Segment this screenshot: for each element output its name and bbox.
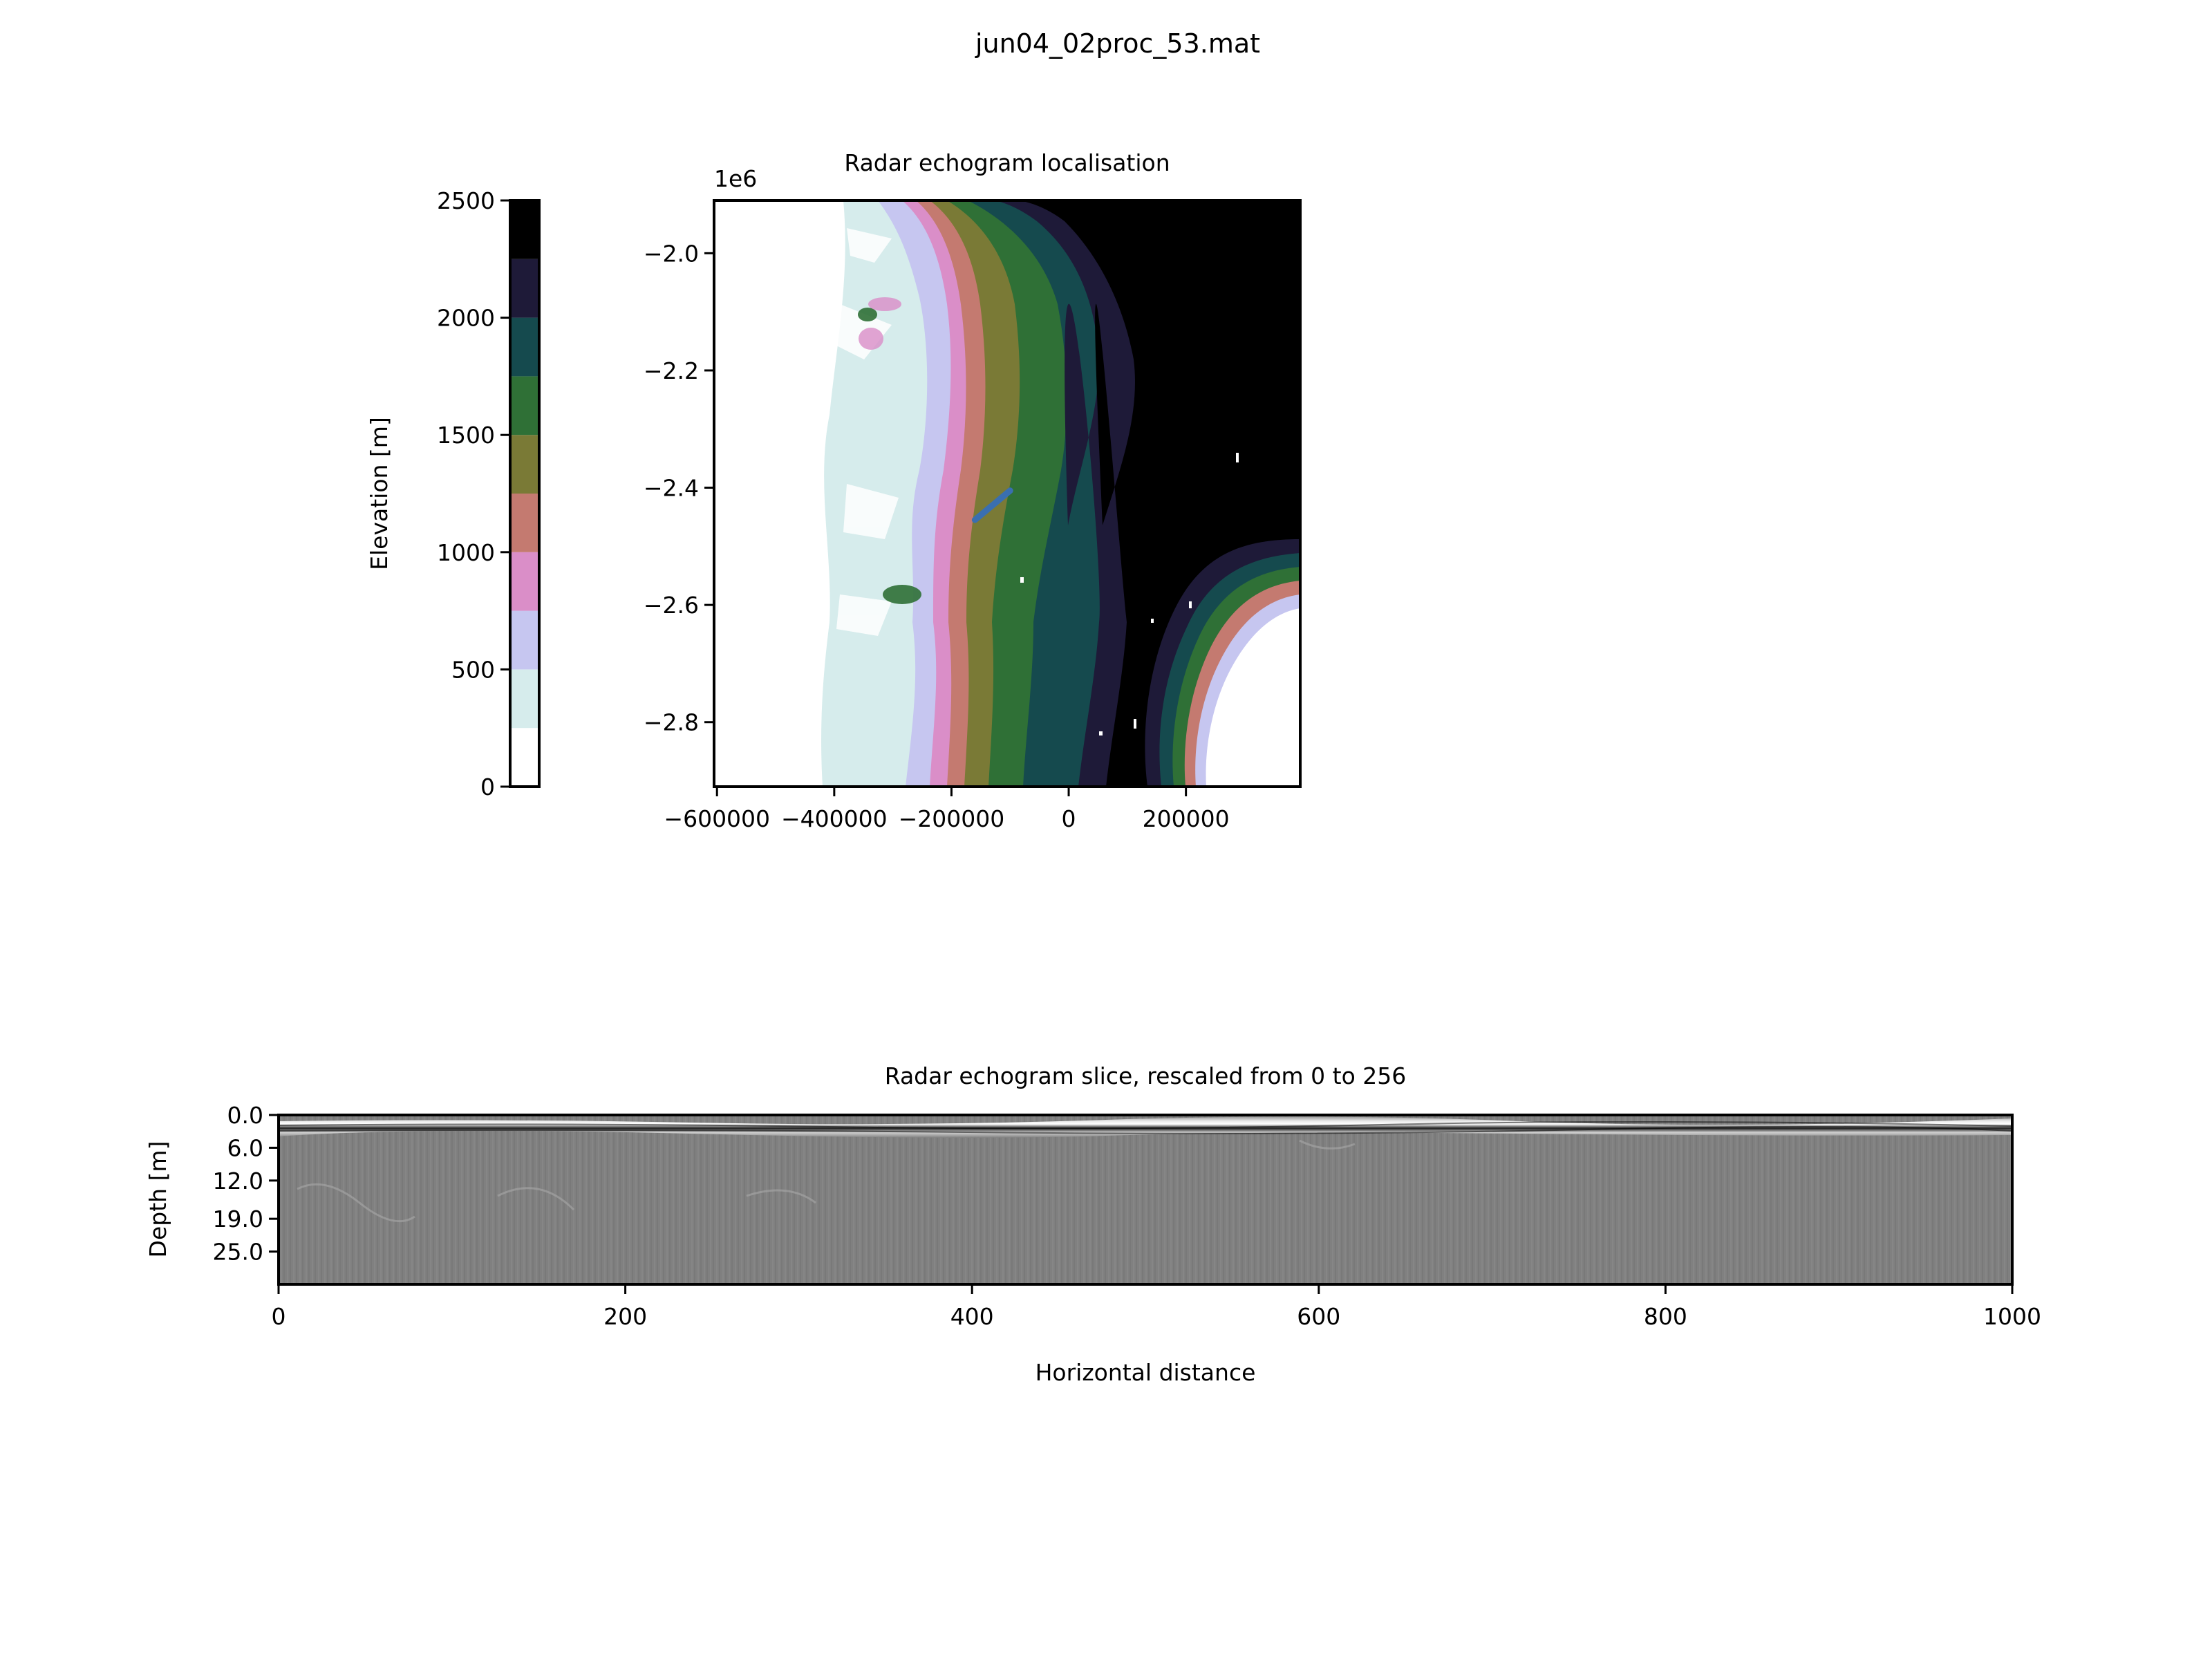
colorbar-level-1 [510, 669, 539, 729]
colorbar-tick-label: 0 [480, 774, 495, 800]
colorbar: 0 500 1000 1500 2000 2500 Elevation [m] [366, 187, 541, 800]
echogram-y-tick-label: 6.0 [227, 1134, 263, 1161]
echogram-x-tick-label: 0 [272, 1303, 286, 1330]
colorbar-levels [510, 200, 539, 787]
echogram-x-tick-label: 600 [1297, 1303, 1340, 1330]
echogram-x-tick-label: 200 [603, 1303, 647, 1330]
echogram-y-tick-label: 19.0 [213, 1206, 263, 1232]
map-x-tick-label: −400000 [781, 805, 888, 832]
echogram-x-tick-label: 1000 [1983, 1303, 2041, 1330]
echogram-y-tick-label: 25.0 [213, 1239, 263, 1266]
map-y-tick-label: −2.2 [644, 357, 699, 384]
colorbar-tick-label: 500 [451, 656, 495, 683]
echogram-y-tick-label: 12.0 [213, 1168, 263, 1194]
echogram-chart: Radar echogram slice, rescaled from 0 to… [144, 1062, 2041, 1386]
map-x-tick-label: 200000 [1143, 805, 1230, 832]
colorbar-tick-label: 1500 [437, 422, 495, 449]
map-title: Radar echogram localisation [844, 149, 1170, 176]
colorbar-ticks: 0 500 1000 1500 2000 2500 [437, 187, 510, 800]
map-y-tick-label: −2.6 [644, 592, 699, 619]
map-y-tick-label: −2.8 [644, 709, 699, 736]
colorbar-level-0 [510, 728, 539, 787]
echogram-x-label: Horizontal distance [1035, 1359, 1256, 1386]
colorbar-frame [509, 199, 541, 788]
map-x-tick-label: −600000 [664, 805, 770, 832]
map-radar-track [971, 487, 1013, 523]
map-x-ticks: −600000 −400000 −200000 0 200000 [664, 787, 1230, 832]
colorbar-level-9 [510, 200, 539, 259]
colorbar-level-5 [510, 435, 539, 494]
map-chart: Radar echogram localisation 1e6 [644, 149, 1302, 832]
map-frame [713, 199, 1302, 788]
colorbar-tick-label: 2000 [437, 305, 495, 332]
echogram-y-label: Depth [m] [144, 1141, 171, 1258]
echogram-x-ticks: 0 200 400 600 800 1000 [272, 1284, 2041, 1330]
map-y-tick-label: −2.0 [644, 240, 699, 267]
map-y-tick-label: −2.4 [644, 475, 699, 502]
echogram-title: Radar echogram slice, rescaled from 0 to… [885, 1062, 1407, 1089]
colorbar-tick-label: 2500 [437, 187, 495, 214]
colorbar-level-6 [510, 376, 539, 435]
map-image [714, 200, 1300, 787]
figure-title: jun04_02proc_53.mat [975, 28, 1260, 59]
colorbar-label: Elevation [m] [366, 417, 393, 570]
colorbar-level-8 [510, 259, 539, 318]
colorbar-level-3 [510, 552, 539, 611]
echogram-image [279, 1115, 2012, 1284]
echogram-y-tick-label: 0.0 [227, 1102, 263, 1129]
colorbar-level-4 [510, 494, 539, 552]
colorbar-level-7 [510, 317, 539, 377]
map-x-tick-label: 0 [1062, 805, 1076, 832]
colorbar-tick-label: 1000 [437, 539, 495, 566]
map-y-offset-label: 1e6 [714, 165, 757, 192]
echogram-frame [277, 1114, 2014, 1286]
echogram-x-tick-label: 800 [1644, 1303, 1687, 1330]
map-x-tick-label: −200000 [899, 805, 1005, 832]
colorbar-level-2 [510, 610, 539, 670]
echogram-x-tick-label: 400 [950, 1303, 994, 1330]
echogram-y-ticks: 0.0 6.0 12.0 19.0 25.0 [213, 1102, 279, 1266]
map-y-ticks: −2.0 −2.2 −2.4 −2.6 −2.8 [644, 240, 714, 736]
